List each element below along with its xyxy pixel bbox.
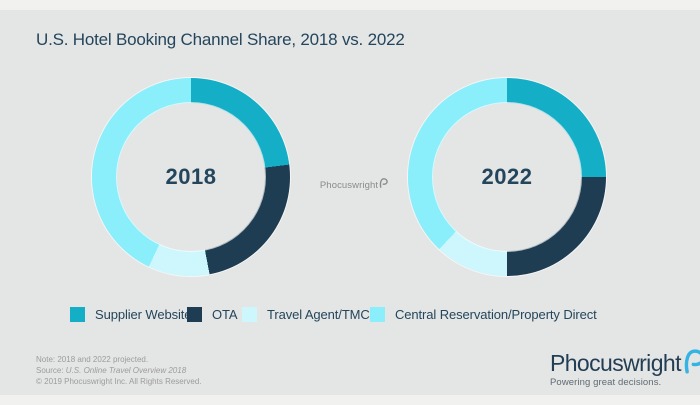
logo-tagline: Powering great decisions.: [550, 377, 662, 388]
chart-title: U.S. Hotel Booking Channel Share, 2018 v…: [36, 30, 405, 49]
legend-item-supplier-website: Supplier Website: [70, 307, 192, 322]
watermark-text: Phocuswright: [319, 180, 379, 191]
donut-chart-2022: 2022: [408, 78, 606, 276]
phocuswright-logo: Phocuswright Powering great decisions.: [550, 349, 700, 388]
logo-hook-icon: [684, 349, 700, 374]
bottom-margin-strip: [0, 395, 700, 405]
phocuswright-hook-icon: [379, 178, 388, 188]
donut-hole-2022: 2022: [433, 103, 581, 251]
legend-swatch-central-reservation: [370, 307, 385, 322]
legend-label-ota: OTA: [212, 307, 238, 322]
legend-label-supplier-website: Supplier Website: [95, 307, 192, 322]
footnote-source: Source: U.S. Online Travel Overview 2018: [36, 366, 187, 375]
top-margin-strip: [0, 0, 700, 10]
legend-label-central-reservation: Central Reservation/Property Direct: [395, 307, 597, 322]
phocuswright-watermark: Phocuswright: [315, 178, 393, 191]
legend-item-ota: OTA: [187, 307, 238, 322]
donut-center-label-2022: 2022: [481, 164, 533, 189]
legend-item-travel-agent-tmc: Travel Agent/TMC: [242, 307, 370, 322]
footnotes: Note: 2018 and 2022 projected. Source: U…: [36, 354, 202, 387]
donut-chart-2018: 2018: [92, 78, 290, 276]
donut-hole-2018: 2018: [117, 103, 265, 251]
footnote-copyright: © 2019 Phocuswright Inc. All Rights Rese…: [36, 377, 202, 386]
legend-swatch-travel-agent-tmc: [242, 307, 257, 322]
legend-swatch-ota: [187, 307, 202, 322]
footnote-source-title: U.S. Online Travel Overview 2018: [65, 366, 187, 375]
donut-center-label-2018: 2018: [165, 164, 217, 189]
logo-wordmark: Phocuswright: [550, 350, 681, 376]
legend-swatch-supplier-website: [70, 307, 85, 322]
footnote-note: Note: 2018 and 2022 projected.: [36, 355, 149, 364]
legend-label-travel-agent-tmc: Travel Agent/TMC: [267, 307, 370, 322]
legend-item-central-reservation: Central Reservation/Property Direct: [370, 307, 597, 322]
